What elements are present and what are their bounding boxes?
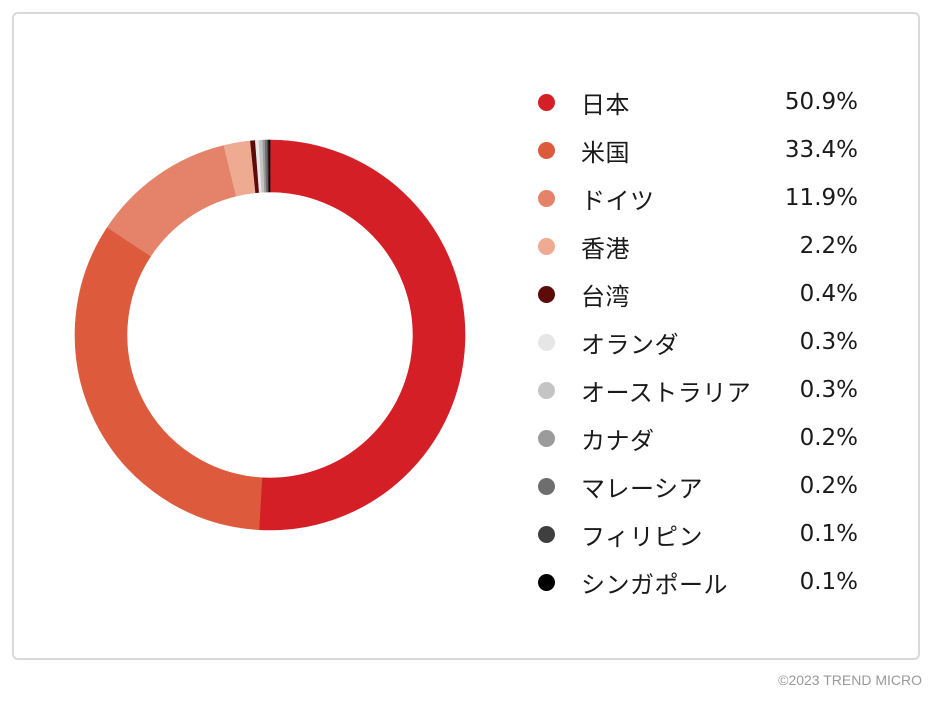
legend-item: カナダ 0.2% (530, 414, 870, 462)
legend-label: カナダ (581, 426, 655, 455)
legend-value: 0.1% (799, 521, 858, 547)
legend-item: 米国 33.4% (530, 126, 870, 174)
donut-slice-2 (74, 227, 263, 531)
donut-slice-3 (106, 145, 237, 257)
legend-item: マレーシア 0.2% (530, 462, 870, 510)
legend-value: 0.3% (799, 377, 858, 403)
legend-swatch (538, 285, 555, 303)
legend-value: 50.9% (784, 89, 858, 115)
chart-card (12, 12, 920, 660)
legend-label: シンガポール (581, 570, 728, 599)
legend-label: 香港 (581, 234, 630, 263)
donut-chart (74, 139, 466, 531)
legend-value: 11.9% (784, 185, 858, 211)
legend-item: シンガポール 0.1% (530, 558, 870, 606)
legend-label: ドイツ (581, 186, 655, 215)
legend-value: 2.2% (799, 233, 858, 259)
legend-item: オランダ 0.3% (530, 318, 870, 366)
legend-label: 米国 (581, 138, 630, 167)
legend-swatch (538, 573, 555, 591)
legend: 日本 50.9% 米国 33.4% ドイツ 11.9% 香港 2.2% 台湾 0.4% オランダ 0.… (530, 78, 870, 606)
legend-label: オーストラリア (581, 378, 752, 407)
legend-value: 0.2% (799, 425, 858, 451)
legend-item: オーストラリア 0.3% (530, 366, 870, 414)
legend-label: 日本 (581, 90, 630, 119)
donut-slice-1 (258, 139, 466, 531)
legend-swatch (538, 429, 555, 447)
legend-value: 0.1% (799, 569, 858, 595)
legend-swatch (538, 141, 555, 159)
legend-swatch (538, 477, 555, 495)
legend-item: フィリピン 0.1% (530, 510, 870, 558)
legend-label: マレーシア (581, 474, 704, 503)
legend-swatch (538, 333, 555, 351)
legend-label: フィリピン (581, 522, 704, 551)
legend-swatch (538, 189, 555, 207)
copyright-credit: ©2023 TREND MICRO (778, 672, 922, 688)
legend-swatch (538, 525, 555, 543)
legend-value: 0.3% (799, 329, 858, 355)
legend-value: 33.4% (784, 137, 858, 163)
legend-swatch (538, 237, 555, 255)
legend-item: 日本 50.9% (530, 78, 870, 126)
legend-item: ドイツ 11.9% (530, 174, 870, 222)
legend-value: 0.2% (799, 473, 858, 499)
legend-swatch (538, 93, 555, 111)
legend-label: 台湾 (581, 282, 630, 311)
legend-label: オランダ (581, 330, 679, 359)
legend-item: 香港 2.2% (530, 222, 870, 270)
donut-slice-11 (268, 139, 271, 193)
legend-swatch (538, 381, 555, 399)
legend-value: 0.4% (799, 281, 858, 307)
legend-item: 台湾 0.4% (530, 270, 870, 318)
